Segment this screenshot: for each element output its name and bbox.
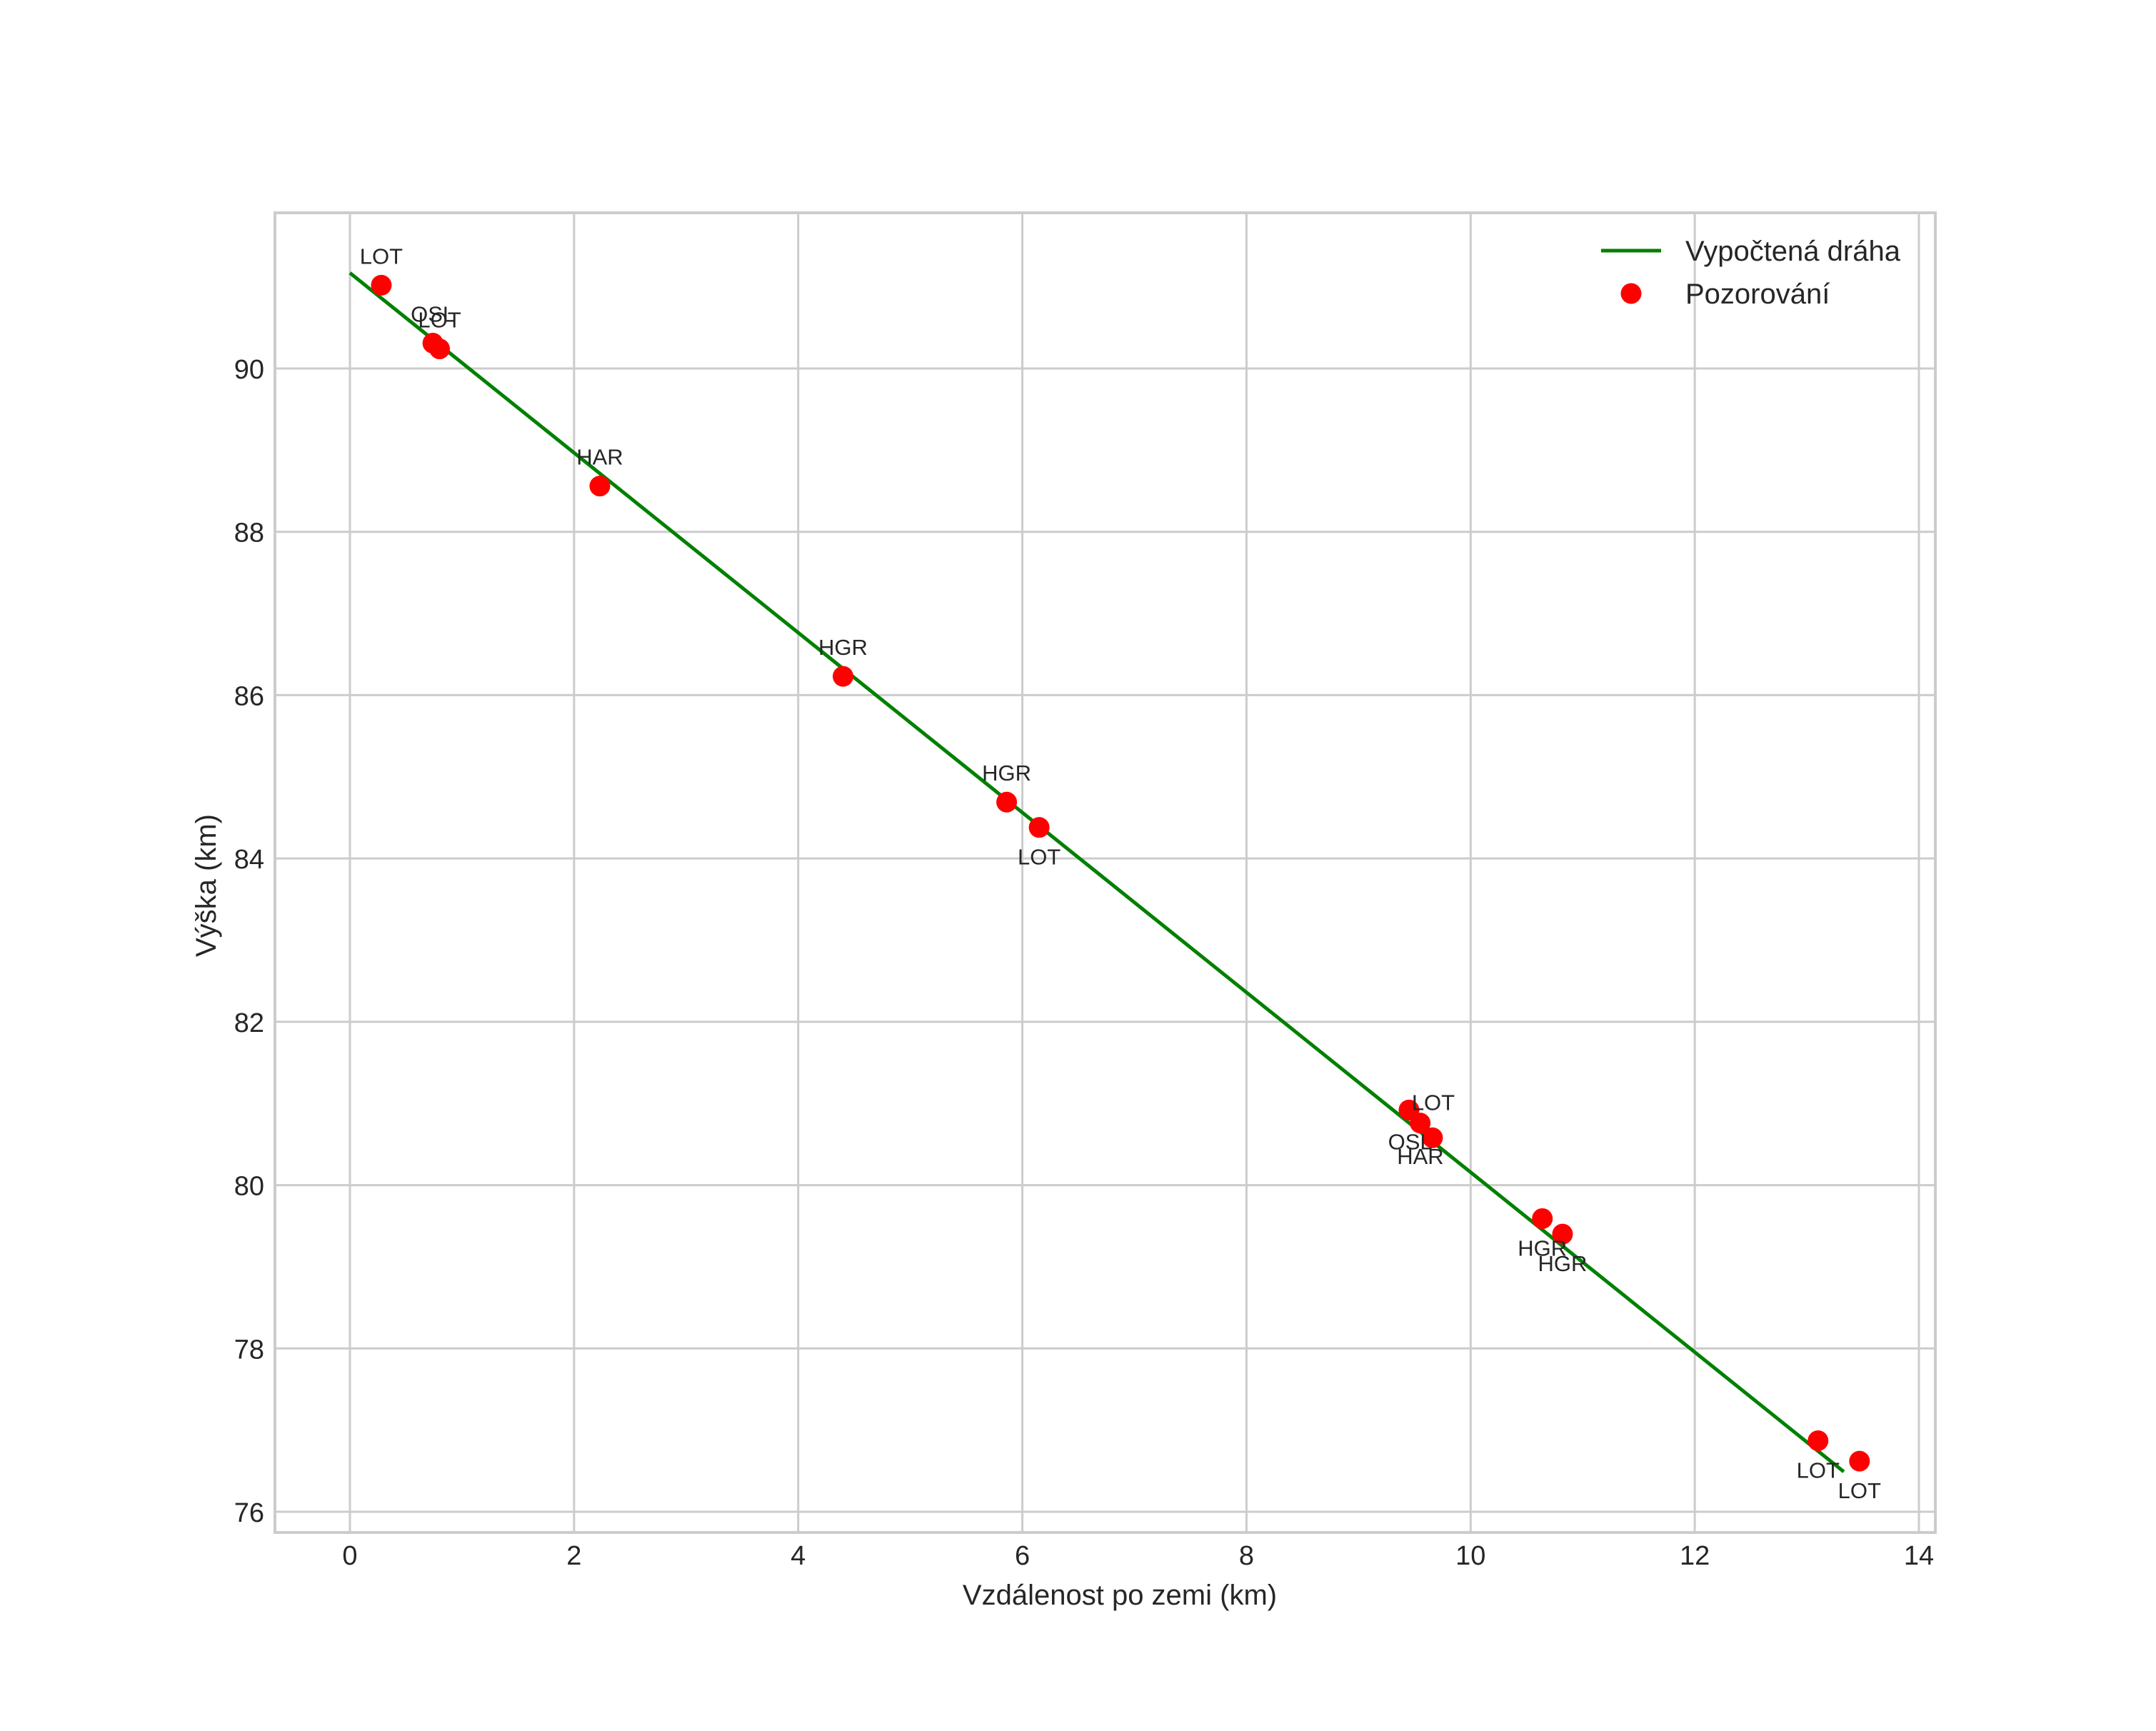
y-tick-label: 82 — [234, 1008, 264, 1038]
observation-point — [1422, 1127, 1443, 1148]
station-label: HAR — [576, 445, 623, 470]
x-tick-label: 8 — [1239, 1541, 1254, 1571]
x-tick-label: 10 — [1455, 1541, 1485, 1571]
observation-point — [996, 791, 1018, 813]
station-label: LOT — [1797, 1458, 1840, 1483]
legend-dot-icon — [1620, 283, 1642, 304]
y-tick-label: 80 — [234, 1172, 264, 1202]
station-label: LOT — [360, 244, 403, 269]
legend-label-trajectory: Vypočtená dráha — [1685, 236, 1901, 267]
station-label: LOT — [1018, 845, 1061, 870]
legend: Vypočtená dráha Pozorování — [1601, 236, 1901, 310]
observation-points — [371, 274, 1870, 1472]
station-label: OSL — [1388, 1130, 1433, 1155]
observation-point — [1410, 1113, 1431, 1134]
station-label: OSL — [411, 302, 455, 327]
station-label: LOT — [1412, 1090, 1455, 1115]
observation-point — [1532, 1208, 1553, 1229]
x-tick-label: 4 — [791, 1541, 806, 1571]
observation-point — [429, 338, 451, 360]
observation-point — [589, 476, 611, 497]
station-label: HGR — [1538, 1251, 1588, 1276]
y-axis-label: Výška (km) — [191, 814, 222, 957]
trajectory-line — [349, 271, 1845, 1473]
x-tick-label: 6 — [1015, 1541, 1030, 1571]
y-tick-label: 76 — [234, 1498, 264, 1528]
observation-point — [371, 274, 392, 296]
station-labels: LOTOSLLOTHARHGRHGRLOTLOTOSLHARHGRHGRLOTL… — [360, 244, 1881, 1503]
plot-frame — [274, 211, 1937, 1534]
x-tick-label: 14 — [1904, 1541, 1934, 1571]
computed-trajectory-line — [349, 271, 1845, 1473]
y-tick-label: 86 — [234, 681, 264, 711]
station-label: LOT — [418, 308, 461, 333]
observation-point — [1807, 1430, 1829, 1452]
x-tick-label: 12 — [1680, 1541, 1710, 1571]
x-tick-label: 2 — [566, 1541, 581, 1571]
station-label: HGR — [818, 635, 868, 660]
station-label: HAR — [1397, 1144, 1443, 1169]
y-tick-label: 78 — [234, 1335, 264, 1365]
observation-point — [1028, 817, 1050, 838]
y-tick-label: 88 — [234, 518, 264, 548]
y-tick-labels: 76 78 80 82 84 86 88 90 — [234, 355, 264, 1528]
x-tick-label: 0 — [342, 1541, 357, 1571]
x-axis-label: Vzdálenost po zemi (km) — [963, 1580, 1277, 1611]
x-tick-labels: 0 2 4 6 8 10 12 14 — [342, 1541, 1934, 1571]
y-tick-label: 90 — [234, 355, 264, 385]
observation-point — [1552, 1223, 1573, 1245]
y-tick-label: 84 — [234, 845, 264, 875]
observation-point — [1849, 1450, 1870, 1472]
grid-lines — [275, 213, 1935, 1532]
station-label: LOT — [1838, 1478, 1881, 1503]
station-label: HGR — [1518, 1235, 1567, 1260]
station-label: HGR — [982, 761, 1031, 786]
legend-label-observations: Pozorování — [1685, 279, 1830, 310]
observation-point — [832, 666, 853, 687]
